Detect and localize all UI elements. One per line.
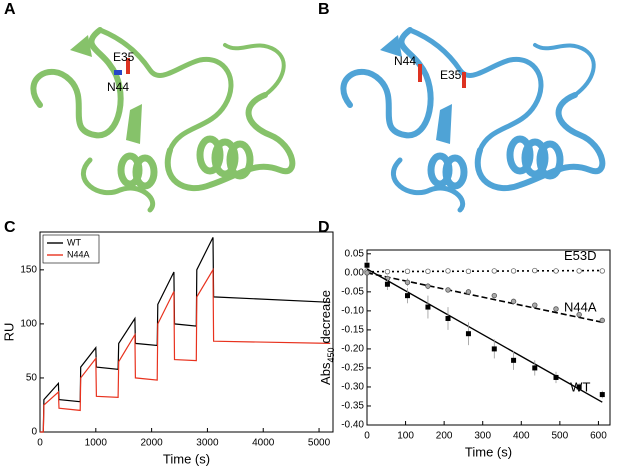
- x-tick-label: 1000: [85, 438, 108, 449]
- legend: [42, 234, 100, 264]
- y-tick-label: -0.10: [341, 306, 364, 317]
- y-axis-label: RU: [1, 323, 16, 342]
- data-point: [425, 304, 431, 310]
- data-point: [465, 331, 471, 337]
- x-tick-label: 200: [436, 431, 453, 442]
- data-point: [553, 374, 559, 380]
- x-tick-label: 3000: [196, 438, 219, 449]
- x-tick-label: 400: [513, 431, 530, 442]
- series-line: [40, 237, 331, 433]
- data-point: [553, 306, 559, 312]
- residue-stick: [114, 70, 122, 75]
- data-point: [491, 268, 497, 274]
- data-point: [576, 384, 582, 390]
- data-point: [491, 292, 497, 299]
- y-tick-label: 0: [31, 427, 37, 438]
- y-axis-label-main: Abs: [318, 362, 333, 385]
- x-tick-label: 5000: [308, 438, 331, 449]
- y-tick-label: -0.20: [341, 344, 364, 355]
- panel-label: A: [4, 1, 16, 18]
- protein-ribbon-wt: [33, 30, 292, 210]
- data-point: [384, 268, 391, 275]
- series-label: N44A: [564, 300, 597, 315]
- y-axis-label-rest: decrease: [318, 290, 333, 343]
- data-point: [511, 357, 517, 363]
- data-point: [491, 346, 497, 352]
- data-point: [405, 293, 410, 299]
- data-point: [599, 317, 605, 324]
- data-point: [364, 270, 370, 276]
- x-tick-label: 0: [364, 431, 370, 442]
- x-tick-label: 2000: [140, 438, 163, 449]
- fit-line: [366, 268, 603, 403]
- y-tick-label: 50: [26, 373, 38, 384]
- residue-label: E35: [440, 68, 462, 82]
- data-point: [599, 392, 605, 398]
- x-tick-label: 4000: [252, 438, 275, 449]
- data-point: [599, 268, 605, 274]
- residue-stick: [462, 72, 466, 88]
- y-tick-label: -0.25: [341, 363, 364, 374]
- data-point: [404, 279, 411, 286]
- data-point: [510, 298, 517, 305]
- data-point: [553, 268, 559, 274]
- y-tick-label: -0.15: [341, 325, 364, 336]
- x-tick-label: 300: [474, 431, 491, 442]
- data-point: [425, 268, 431, 275]
- data-point: [465, 268, 472, 275]
- panel-label: D: [318, 219, 330, 236]
- residue-label: N44: [394, 54, 416, 68]
- data-point: [465, 289, 472, 295]
- protein-ribbon-mutant: [343, 30, 602, 210]
- data-point: [576, 311, 582, 318]
- y-tick-label: 0.00: [345, 267, 365, 278]
- data-point: [532, 365, 538, 371]
- data-point: [510, 268, 517, 274]
- residue-label: E35: [113, 50, 135, 64]
- data-point: [532, 302, 538, 308]
- legend-label: N44A: [67, 249, 90, 259]
- x-tick-label: 600: [590, 431, 607, 442]
- y-tick-label: 100: [20, 319, 37, 330]
- legend-label: WT: [67, 237, 81, 247]
- series-line: [40, 267, 331, 433]
- data-point: [364, 262, 370, 268]
- y-tick-label: -0.35: [341, 401, 364, 412]
- data-point: [384, 281, 390, 287]
- residue-label: N44: [107, 80, 129, 94]
- x-axis-label: Time (s): [465, 444, 512, 459]
- data-point: [445, 287, 451, 293]
- data-point: [425, 283, 431, 289]
- residue-stick: [126, 58, 130, 74]
- data-point: [445, 315, 451, 321]
- y-axis-label-sub: 450: [326, 348, 336, 363]
- data-point: [404, 268, 411, 275]
- y-tick-label: 150: [20, 264, 37, 275]
- plot-frame: [366, 249, 611, 426]
- x-axis-label: Time (s): [163, 451, 210, 466]
- series-label: WT: [570, 380, 590, 395]
- plot-frame: [39, 231, 334, 433]
- x-tick-label: 500: [552, 431, 569, 442]
- data-point: [445, 268, 451, 274]
- panel-label: C: [4, 219, 16, 236]
- series-label: E53D: [564, 248, 597, 263]
- y-tick-label: 0.05: [345, 248, 365, 259]
- data-point: [576, 268, 582, 274]
- y-tick-label: -0.40: [341, 420, 364, 431]
- x-tick-label: 0: [37, 438, 43, 449]
- x-tick-label: 100: [397, 431, 414, 442]
- residue-stick: [418, 64, 422, 82]
- data-point: [532, 267, 538, 274]
- fit-line: [366, 269, 603, 273]
- y-tick-label: -0.05: [341, 286, 364, 297]
- fit-line: [366, 272, 603, 324]
- panel-label: B: [318, 1, 330, 18]
- y-tick-label: -0.30: [341, 382, 364, 393]
- y-axis-label: Abs450 decrease: [318, 290, 336, 385]
